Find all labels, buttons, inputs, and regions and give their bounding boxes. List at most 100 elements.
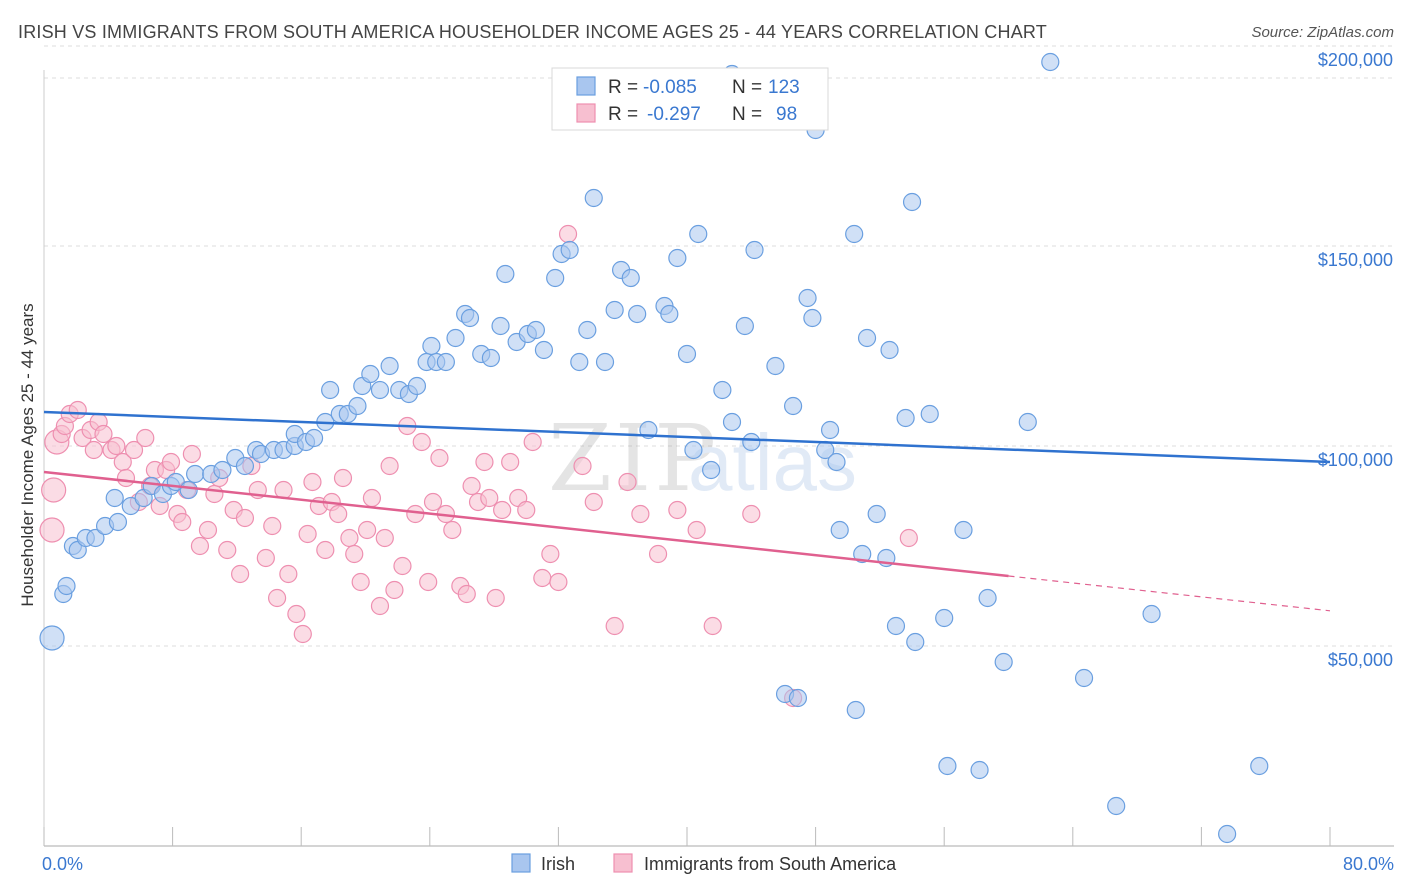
irish-point — [867, 504, 886, 524]
irish-point — [906, 632, 925, 652]
sa-point — [370, 596, 390, 616]
axes — [43, 70, 1394, 847]
irish-point — [970, 760, 989, 780]
sa-point — [362, 488, 382, 508]
sa-point — [486, 588, 505, 608]
irish-point — [370, 380, 390, 400]
sa-point — [298, 524, 317, 544]
sa-point — [182, 444, 201, 464]
sa-trend-line — [43, 470, 1009, 578]
sa-point — [351, 572, 370, 592]
sa-point — [293, 624, 312, 644]
sa-point — [703, 616, 722, 636]
irish-point — [105, 488, 124, 508]
x-tick-label-max: 80.0% — [1343, 854, 1394, 874]
irish-point — [213, 460, 232, 480]
sa-point — [329, 504, 348, 524]
sa-point — [541, 544, 560, 564]
irish-point — [902, 192, 922, 212]
irish-point — [121, 496, 140, 516]
irish-trend-line — [43, 410, 1331, 464]
y-tick-label: $50,000 — [1328, 650, 1393, 670]
sa-point — [523, 432, 542, 452]
irish-point — [702, 460, 721, 480]
irish-r-label: R = — [608, 77, 638, 98]
irish-r-value: -0.085 — [643, 77, 697, 98]
irish-n-label: N = — [732, 77, 762, 98]
irish-point — [534, 340, 554, 360]
irish-point — [857, 328, 877, 348]
sa-point — [605, 616, 624, 636]
irish-point — [1107, 796, 1126, 816]
sa-point — [517, 500, 536, 520]
irish-point — [920, 404, 939, 424]
irish-point — [954, 520, 973, 540]
sa-point — [385, 580, 404, 600]
irish-point — [689, 224, 708, 244]
irish-point — [935, 608, 954, 628]
sa-point — [205, 484, 224, 504]
sa-point — [39, 517, 65, 543]
irish-point — [496, 264, 515, 284]
sa-point — [493, 500, 512, 520]
sa-point — [303, 472, 322, 492]
irish-point — [978, 588, 997, 608]
sa-point — [584, 492, 603, 512]
chart-source: Source: ZipAtlas.com — [1251, 24, 1394, 41]
sa-point — [406, 504, 425, 524]
irish-point — [1142, 604, 1161, 624]
legend-irish-swatch — [511, 853, 531, 873]
irish-point — [86, 528, 105, 548]
irish-point — [788, 688, 808, 708]
watermark-zip: ZIP — [548, 405, 719, 512]
irish-point — [827, 452, 846, 472]
chart-title: IRISH VS IMMIGRANTS FROM SOUTH AMERICA H… — [18, 22, 1047, 42]
irish-point — [361, 364, 380, 384]
irish-point — [481, 348, 500, 368]
legend-irish-label: Irish — [541, 854, 575, 874]
sa-point — [263, 516, 282, 536]
sa-point — [573, 456, 592, 476]
irish-point — [460, 308, 480, 328]
sa-point — [618, 472, 637, 492]
sa-stat-swatch — [576, 103, 596, 123]
irish-point — [660, 304, 679, 324]
irish-point — [668, 248, 687, 268]
sa-point — [631, 504, 650, 524]
sa-point — [84, 440, 103, 460]
x-tick-labels: 0.0% 80.0% — [42, 827, 1394, 874]
sa-point — [668, 500, 687, 520]
irish-point — [605, 300, 624, 320]
sa-point — [480, 488, 499, 508]
sa-point — [198, 520, 218, 540]
irish-point — [677, 344, 697, 364]
irish-point — [1218, 824, 1237, 844]
irish-point — [745, 240, 764, 260]
irish-point — [684, 440, 703, 460]
irish-point — [621, 268, 640, 288]
irish-point — [846, 700, 865, 720]
sa-point — [116, 468, 136, 488]
irish-point — [713, 380, 732, 400]
irish-point — [321, 380, 340, 400]
irish-n-value: 123 — [768, 77, 800, 98]
series-legend: Irish Immigrants from South America — [511, 853, 897, 874]
sa-point — [333, 468, 353, 488]
sa-point — [161, 452, 181, 472]
irish-point — [526, 320, 545, 340]
sa-point — [358, 520, 377, 540]
irish-point — [235, 456, 255, 476]
irish-point — [1074, 668, 1094, 688]
x-tick-label-min: 0.0% — [42, 854, 83, 874]
irish-point — [436, 352, 455, 372]
sa-r-value: -0.297 — [647, 104, 701, 125]
irish-point — [578, 320, 597, 340]
irish-point — [798, 288, 817, 308]
sa-point — [287, 604, 306, 624]
sa-point — [267, 588, 287, 608]
irish-point — [446, 328, 465, 348]
sa-point — [94, 424, 113, 444]
sa-point — [136, 428, 155, 448]
sa-point — [279, 564, 298, 584]
